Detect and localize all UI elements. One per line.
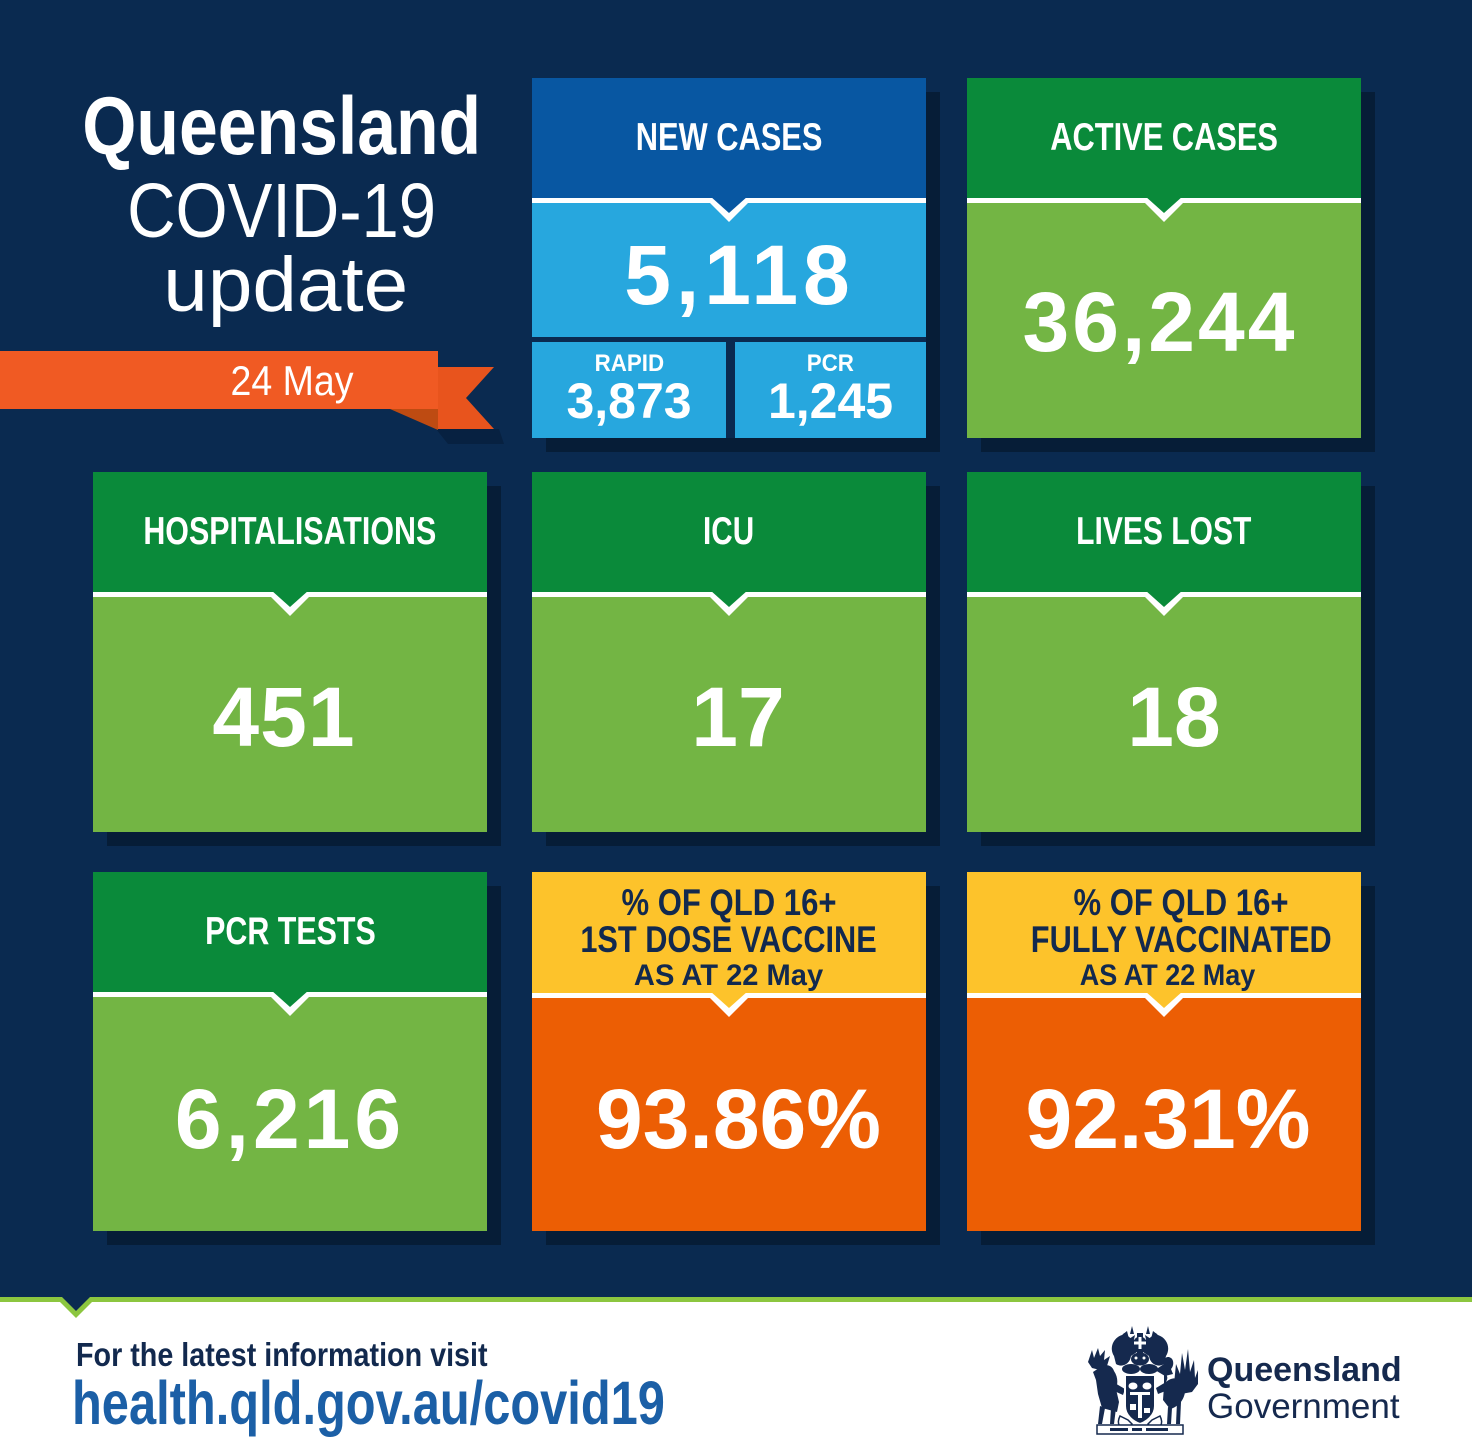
svg-text:Queensland: Queensland (1207, 1351, 1402, 1389)
svg-text:24 May: 24 May (231, 357, 354, 404)
svg-text:Government: Government (1207, 1387, 1400, 1426)
